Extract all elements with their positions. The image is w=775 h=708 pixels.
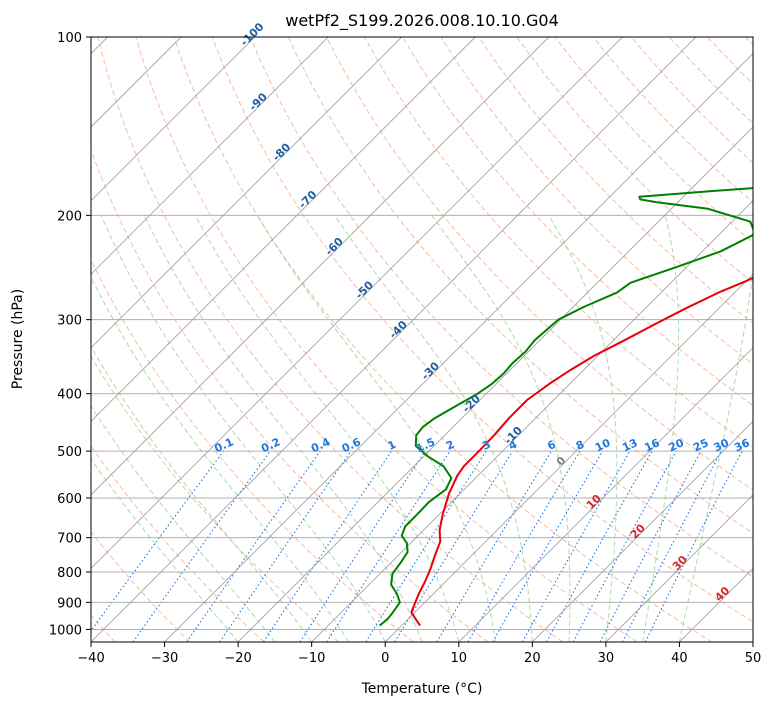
dry-adiabat [91,355,340,642]
isotherm-line [91,37,550,496]
dry-adiabat [249,37,753,578]
y-tick-label: 800 [57,566,82,581]
y-tick-label: 500 [57,445,82,460]
mixing-ratio-label: 10 [593,436,613,454]
mixing-ratio-line [219,450,352,642]
y-tick-label: 200 [57,209,82,224]
mixing-ratio-line [522,450,631,642]
y-axis: 100 200 300 400 500 600 700 800 900 1000 [49,31,91,638]
y-tick-label: 100 [57,31,82,46]
mixing-ratio-lines [91,450,743,642]
isotherm-grid [91,37,753,642]
x-tick-label: −30 [151,651,178,666]
moist-adiabat [91,345,313,642]
dry-adiabat [135,37,638,642]
dry-adiabat [402,37,753,407]
moist-adiabat [100,215,386,642]
isotherm-line [531,420,753,642]
mixing-ratio-line [263,450,392,642]
mixing-ratio-line [546,450,653,642]
dry-adiabat [91,445,265,642]
x-tick-label: −20 [224,651,251,666]
mixing-ratio-line [394,450,514,642]
mixing-ratio-label: 25 [691,436,710,454]
x-tick-label: −10 [298,651,325,666]
mixing-ratio-line [186,450,321,642]
isotherm-line [91,37,329,275]
mixing-ratio-label: 20 [667,436,687,454]
x-axis-title: Temperature (°C) [361,681,483,697]
y-tick-label: 900 [57,596,82,611]
moist-adiabat [194,215,460,642]
dry-adiabat [173,37,713,642]
isotherm-line [237,126,753,642]
mixing-ratio-line [326,450,451,642]
y-tick-label: 1000 [49,623,82,638]
mixing-ratio-line [644,450,743,642]
moist-adiabat [678,269,753,642]
dry-adiabats [91,37,753,642]
isotherm-line [164,52,753,642]
chart-title: wetPf2_S199.2026.008.10.10.G04 [285,11,559,31]
mixing-ratio-label: 30 [712,436,732,454]
mixing-ratio-line [132,450,271,642]
plot-frame [90,36,754,643]
isotherm-line [91,37,476,423]
y-tick-label: 300 [57,314,82,329]
isotherm-line [311,199,753,642]
x-tick-label: 40 [671,651,688,666]
sounding-series [378,187,753,627]
mixing-ratio-line [299,450,426,642]
isotherm-line [605,494,753,642]
dry-adiabat [326,37,753,491]
x-tick-label: 0 [381,651,389,666]
y-axis-title: Pressure (hPa) [10,289,26,389]
dry-adiabat [97,37,563,642]
mixing-ratio-label: 13 [620,436,639,454]
dry-adiabat [478,37,753,324]
mixing-ratio-label: 36 [732,436,752,454]
x-tick-label: 50 [745,651,762,666]
moist-adiabat [256,215,497,642]
isotherm-line [91,37,623,570]
moist-adiabat [91,458,239,642]
x-tick-label: −40 [77,651,104,666]
y-tick-label: 600 [57,492,82,507]
isotherm-line [458,347,753,642]
x-tick-label: 30 [598,651,615,666]
isotherm-line [91,37,403,349]
plot-area [91,37,753,642]
x-axis: −40 −30 −20 −10 0 10 20 30 40 50 [77,642,761,666]
isotherm-line [91,37,256,202]
x-tick-label: 20 [524,651,541,666]
isotherm-line [91,37,697,642]
mixing-ratio-label: 16 [642,436,662,454]
dry-adiabat [91,148,489,642]
mixing-ratio-line [91,450,224,632]
moist-adiabat [548,215,618,642]
y-tick-label: 400 [57,388,82,403]
moist-adiabat [642,215,680,642]
moist-adiabat [143,215,423,642]
y-tick-label: 700 [57,532,82,547]
dry-adiabat [516,37,753,284]
mixing-ratio-line [572,450,677,642]
dry-adiabat [211,37,753,623]
x-tick-label: 10 [451,651,468,666]
dewpoint-profile [378,187,753,627]
dry-adiabat [91,531,191,642]
temperature-profile [410,276,753,627]
isotherm-line [384,273,753,642]
